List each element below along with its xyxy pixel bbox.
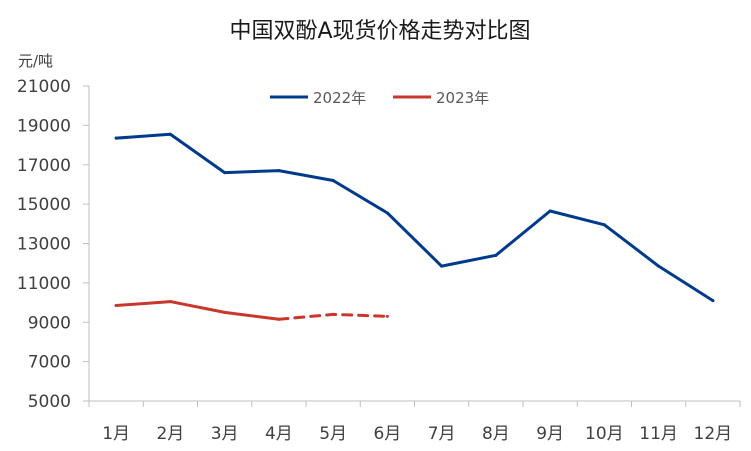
series-line-2023年: [114, 300, 281, 321]
data-point: [114, 304, 118, 308]
y-tick-label: 21000: [17, 77, 71, 97]
data-point: [277, 169, 281, 173]
data-point: [657, 264, 661, 268]
legend-label-2022: 2022年: [313, 89, 366, 107]
x-tick-label: 5月: [319, 424, 347, 444]
data-point: [223, 171, 227, 175]
x-tick-label: 1月: [102, 424, 130, 444]
y-tick-label: 19000: [17, 116, 71, 136]
x-tick-label: 10月: [585, 424, 624, 444]
y-tick-label: 17000: [17, 156, 71, 176]
data-point: [440, 264, 444, 268]
x-tick-label: 2月: [156, 424, 184, 444]
data-point: [385, 211, 389, 215]
data-point: [277, 317, 281, 321]
x-tick-label: 8月: [482, 424, 510, 444]
data-point: [168, 300, 172, 304]
y-ticks: 21000 19000 17000 15000 13000 11000 9000 7000 50…: [17, 77, 89, 412]
data-point: [548, 209, 552, 213]
y-tick-label: 13000: [17, 235, 71, 255]
data-point: [331, 312, 335, 316]
x-tick-label: 3月: [211, 424, 239, 444]
x-ticks: 1月 2月 3月 4月 5月 6月 7月 8月 9月 10月 11月 12月: [88, 401, 741, 444]
y-tick-label: 9000: [28, 313, 71, 333]
data-point: [114, 136, 118, 140]
y-axis-unit: 元/吨: [18, 52, 53, 70]
data-point: [602, 223, 606, 227]
data-point: [331, 179, 335, 182]
series-lines: [114, 132, 715, 321]
x-tick-label: 7月: [428, 424, 456, 444]
data-point: [223, 310, 227, 314]
x-tick-label: 11月: [639, 424, 678, 444]
legend: 2022年 2023年: [270, 89, 489, 107]
x-tick-label: 9月: [536, 424, 564, 444]
series-line-2022年: [114, 132, 715, 303]
x-tick-label: 12月: [694, 424, 733, 444]
y-tick-label: 11000: [17, 274, 71, 294]
data-point: [711, 299, 715, 303]
y-tick-label: 15000: [17, 195, 71, 215]
legend-label-2023: 2023年: [436, 89, 489, 107]
chart-title: 中国双酚A现货价格走势对比图: [229, 19, 530, 44]
data-point: [385, 314, 389, 318]
y-tick-label: 5000: [28, 392, 71, 412]
y-tick-label: 7000: [28, 353, 71, 373]
axes: [88, 86, 740, 402]
data-point: [494, 253, 498, 257]
x-tick-label: 4月: [265, 424, 293, 444]
x-tick-label: 6月: [373, 424, 401, 444]
data-point: [168, 132, 172, 136]
